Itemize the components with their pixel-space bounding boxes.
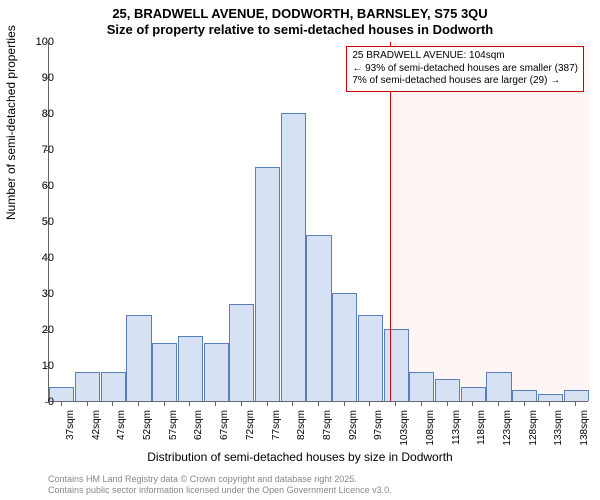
xtick-label: 57sqm <box>168 410 179 456</box>
xtick-mark <box>267 402 268 406</box>
xtick-label: 62sqm <box>193 410 204 456</box>
histogram-bar <box>409 372 434 401</box>
ytick-mark <box>45 330 49 331</box>
xtick-mark <box>241 402 242 406</box>
histogram-bar <box>255 167 280 401</box>
plot-area: 25 BRADWELL AVENUE: 104sqm ← 93% of semi… <box>48 42 588 402</box>
xtick-mark <box>292 402 293 406</box>
ytick-mark <box>45 294 49 295</box>
ytick-mark <box>45 186 49 187</box>
xtick-mark <box>164 402 165 406</box>
xtick-mark <box>215 402 216 406</box>
xtick-mark <box>87 402 88 406</box>
histogram-bar <box>461 387 486 401</box>
xtick-label: 118sqm <box>476 410 487 456</box>
ytick-mark <box>45 78 49 79</box>
xtick-label: 103sqm <box>399 410 410 456</box>
xtick-mark <box>498 402 499 406</box>
histogram-bar <box>486 372 511 401</box>
xtick-label: 67sqm <box>219 410 230 456</box>
attribution-line2: Contains public sector information licen… <box>48 485 392 496</box>
xtick-label: 87sqm <box>322 410 333 456</box>
histogram-bar <box>332 293 357 401</box>
ytick-mark <box>45 366 49 367</box>
xtick-mark <box>447 402 448 406</box>
histogram-bar <box>101 372 126 401</box>
xtick-label: 42sqm <box>91 410 102 456</box>
ytick-mark <box>45 42 49 43</box>
shaded-larger-region <box>390 42 589 401</box>
ytick-mark <box>45 402 49 403</box>
histogram-bar <box>512 390 537 401</box>
xtick-mark <box>189 402 190 406</box>
attribution-line1: Contains HM Land Registry data © Crown c… <box>48 474 392 485</box>
annotation-line1: 25 BRADWELL AVENUE: 104sqm <box>352 50 578 63</box>
histogram-bar <box>229 304 254 401</box>
histogram-bar <box>204 343 229 401</box>
xtick-label: 47sqm <box>116 410 127 456</box>
reference-vline <box>390 42 391 401</box>
histogram-bar <box>306 235 331 401</box>
histogram-bar <box>538 394 563 401</box>
xtick-label: 77sqm <box>271 410 282 456</box>
chart-title-line2: Size of property relative to semi-detach… <box>0 22 600 37</box>
histogram-bar <box>564 390 589 401</box>
histogram-bar <box>178 336 203 401</box>
xtick-label: 108sqm <box>425 410 436 456</box>
xtick-label: 113sqm <box>451 410 462 456</box>
ytick-mark <box>45 114 49 115</box>
histogram-bar <box>435 379 460 401</box>
histogram-bar <box>152 343 177 401</box>
xtick-label: 123sqm <box>502 410 513 456</box>
xtick-mark <box>112 402 113 406</box>
xtick-mark <box>369 402 370 406</box>
xtick-label: 92sqm <box>348 410 359 456</box>
ytick-mark <box>45 222 49 223</box>
histogram-bar <box>126 315 151 401</box>
xtick-label: 52sqm <box>142 410 153 456</box>
chart-title-line1: 25, BRADWELL AVENUE, DODWORTH, BARNSLEY,… <box>0 6 600 21</box>
xtick-mark <box>61 402 62 406</box>
xtick-mark <box>549 402 550 406</box>
annotation-line2: ← 93% of semi-detached houses are smalle… <box>352 63 578 76</box>
y-axis-label: Number of semi-detached properties <box>4 25 18 220</box>
xtick-label: 133sqm <box>553 410 564 456</box>
attribution-text: Contains HM Land Registry data © Crown c… <box>48 474 392 496</box>
histogram-bar <box>384 329 409 401</box>
annotation-line3: 7% of semi-detached houses are larger (2… <box>352 75 578 88</box>
xtick-mark <box>524 402 525 406</box>
histogram-bar <box>358 315 383 401</box>
xtick-mark <box>138 402 139 406</box>
xtick-mark <box>344 402 345 406</box>
chart-container: 25, BRADWELL AVENUE, DODWORTH, BARNSLEY,… <box>0 0 600 500</box>
xtick-mark <box>395 402 396 406</box>
xtick-mark <box>318 402 319 406</box>
ytick-mark <box>45 258 49 259</box>
xtick-label: 97sqm <box>373 410 384 456</box>
xtick-label: 138sqm <box>579 410 590 456</box>
ytick-mark <box>45 150 49 151</box>
histogram-bar <box>75 372 100 401</box>
xtick-mark <box>575 402 576 406</box>
xtick-label: 82sqm <box>296 410 307 456</box>
xtick-label: 72sqm <box>245 410 256 456</box>
xtick-mark <box>421 402 422 406</box>
xtick-mark <box>472 402 473 406</box>
histogram-bar <box>281 113 306 401</box>
xtick-label: 37sqm <box>65 410 76 456</box>
xtick-label: 128sqm <box>528 410 539 456</box>
annotation-box: 25 BRADWELL AVENUE: 104sqm ← 93% of semi… <box>346 46 584 92</box>
